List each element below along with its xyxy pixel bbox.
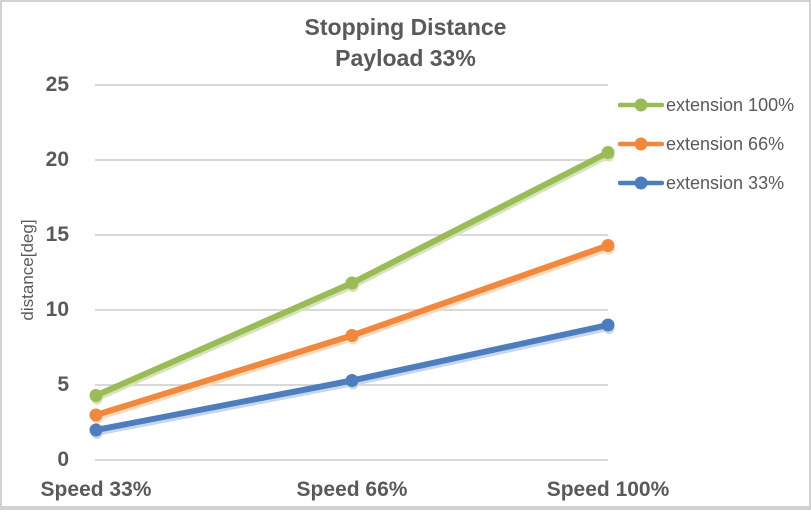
legend-item-extension-66: extension 66% (618, 124, 784, 164)
legend-label: extension 33% (666, 172, 785, 193)
legend-label: extension 100% (666, 94, 795, 115)
chart-title-line2: Payload 33% (335, 45, 476, 71)
y-tick-label-25: 25 (45, 73, 69, 96)
series-point-extension-100-0 (89, 389, 103, 402)
series-point-extension-33-2 (601, 318, 615, 332)
y-tick-label-0: 0 (57, 448, 69, 471)
legend-marker-icon (618, 98, 664, 112)
chart-title: Stopping Distance Payload 33% (2, 12, 809, 74)
series-point-extension-100-1 (345, 276, 359, 290)
series-point-extension-33-0 (89, 423, 103, 437)
y-tick-label-10: 10 (45, 298, 69, 321)
x-axis-label-speed-66: Speed 66% (296, 478, 408, 501)
series-point-extension-66-0 (89, 408, 103, 422)
series-point-extension-100-2 (601, 146, 615, 159)
x-axis-label-speed-33: Speed 33% (40, 478, 152, 501)
y-tick-label-5: 5 (57, 373, 69, 396)
y-tick-label-20: 20 (45, 148, 69, 171)
series-point-extension-66-1 (345, 329, 359, 342)
series-point-extension-66-2 (601, 239, 615, 252)
x-axis-label-speed-100: Speed 100% (546, 478, 670, 501)
y-tick-label-15: 15 (45, 223, 69, 246)
legend-item-extension-100: extension 100% (618, 85, 794, 125)
series-point-extension-33-1 (345, 374, 359, 387)
legend-item-extension-33: extension 33% (618, 163, 784, 203)
legend-marker-icon (618, 176, 664, 190)
legend-label: extension 66% (666, 133, 785, 154)
legend-marker-icon (618, 137, 664, 151)
chart-title-line1: Stopping Distance (304, 14, 507, 40)
